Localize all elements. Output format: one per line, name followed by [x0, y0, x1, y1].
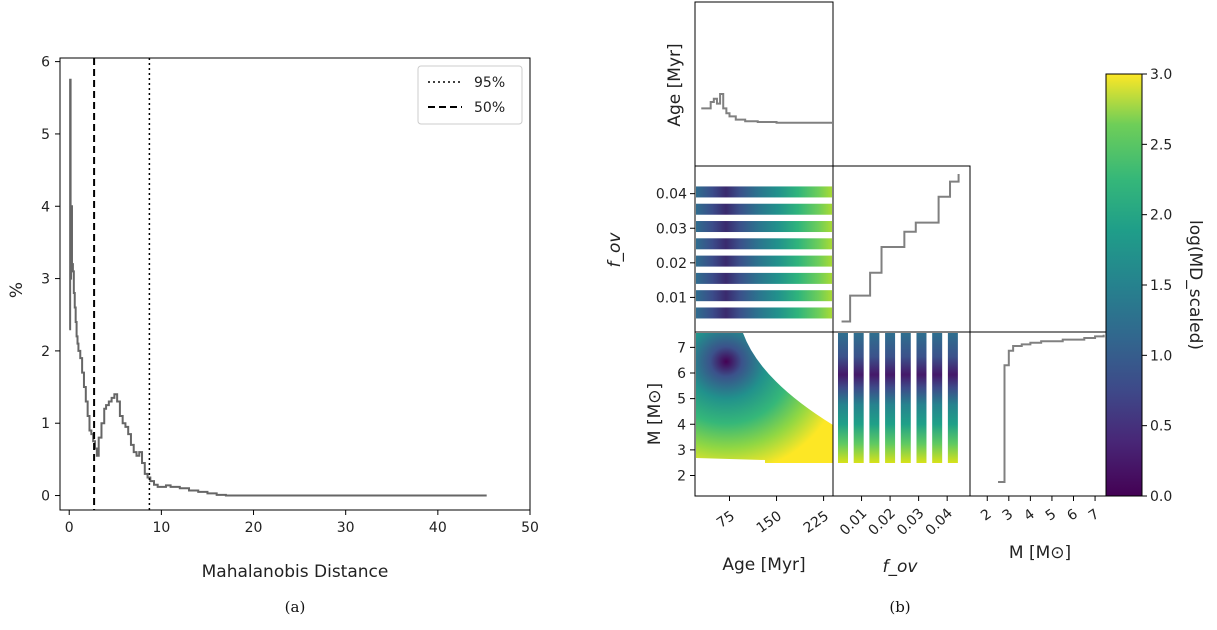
heatmap-row	[696, 203, 832, 215]
heatmap-column	[932, 333, 943, 463]
colorbar-tick-label: 0.0	[1150, 489, 1172, 505]
mass-x-tick-label: 4	[1021, 506, 1038, 524]
fov-y-tick-label: 0.02	[656, 256, 687, 272]
x-tick-label: 30	[337, 520, 355, 536]
mass-y-label: M [M⊙]	[645, 383, 665, 445]
y-tick-label: 0	[41, 489, 50, 505]
mass-y-tick-label: 2	[677, 469, 686, 485]
y-axis-label: %	[7, 282, 27, 298]
fov-y-ticks: 0.01 0.02 0.03 0.04	[656, 187, 695, 306]
age-x-ticks: 75 150 225	[714, 496, 832, 537]
x-tick-label: 0	[65, 520, 74, 536]
heatmap-column	[947, 333, 958, 463]
heatmap-column	[900, 333, 911, 463]
heatmap-row	[696, 290, 832, 302]
mass-x-tick-label: 6	[1064, 506, 1081, 524]
mass-age-heatmap	[696, 333, 833, 463]
mass-x-tick-label: 2	[978, 506, 994, 524]
y-tick-label: 6	[41, 55, 50, 71]
mass-y-tick-label: 3	[677, 443, 686, 459]
heatmap-column	[853, 333, 864, 463]
colorbar-tick-label: 0.5	[1150, 419, 1172, 435]
panel-a-plot-frame	[59, 57, 531, 511]
caption-a: (a)	[285, 598, 306, 616]
fov-y-tick-label: 0.01	[656, 290, 687, 306]
heatmap-row	[696, 238, 832, 250]
heatmap-row	[696, 221, 832, 233]
y-tick-label: 1	[41, 416, 50, 432]
colorbar-tick-label: 1.5	[1150, 278, 1172, 294]
x-tick-label: 50	[521, 520, 539, 536]
colorbar-tick-label: 1.0	[1150, 348, 1172, 364]
age-x-tick-label: 75	[714, 508, 738, 531]
age-x-label: Age [Myr]	[722, 555, 805, 575]
panel-a-y-ticks: 0 1 2 3 4 5 6	[41, 55, 60, 505]
heatmap-column	[916, 333, 927, 463]
mass-y-tick-label: 7	[677, 340, 686, 356]
x-tick-label: 40	[429, 520, 447, 536]
caption-b: (b)	[889, 598, 910, 616]
colorbar-tick-label: 2.0	[1150, 208, 1172, 224]
colorbar-label: log(MD_scaled)	[1185, 220, 1205, 350]
legend-label-50: 50%	[474, 100, 505, 116]
fov-age-heatmap	[696, 186, 832, 319]
age-x-tick-label: 150	[754, 508, 785, 536]
mass-y-tick-label: 5	[677, 392, 686, 408]
mass-marginal-hist	[998, 334, 1105, 483]
fov-marginal-frame	[832, 165, 971, 333]
mass-x-tick-label: 5	[1043, 506, 1059, 524]
heatmap-row	[696, 307, 832, 319]
panel-a: 0 10 20 30 40 50 0 1 2 3 4 5 6 Mahalanobis Distance…	[7, 55, 539, 616]
mass-y-tick-label: 6	[677, 366, 686, 382]
age-marginal-frame	[694, 1, 834, 167]
mass-y-ticks: 2 3 4 5 6 7	[677, 340, 695, 485]
colorbar-tick-label: 2.5	[1150, 137, 1172, 153]
colorbar-tick-label: 3.0	[1150, 67, 1172, 83]
heatmap-column	[837, 333, 848, 463]
fov-y-tick-label: 0.03	[656, 221, 687, 237]
fov-x-tick-label: 0.01	[837, 506, 870, 539]
x-tick-label: 20	[245, 520, 263, 536]
y-tick-label: 2	[41, 344, 50, 360]
heatmap-row	[696, 186, 832, 198]
legend-label-95: 95%	[474, 75, 505, 91]
mass-y-tick-label: 4	[677, 417, 686, 433]
age-y-label: Age [Myr]	[665, 43, 685, 126]
colorbar	[1105, 73, 1143, 497]
panel-a-x-ticks: 0 10 20 30 40 50	[65, 510, 539, 536]
fov-marginal-hist	[841, 174, 960, 323]
fov-y-label: f_ov	[605, 232, 625, 268]
fov-x-ticks: 0.010.020.030.04	[837, 496, 956, 539]
age-x-tick-label: 225	[801, 508, 832, 536]
legend: 95% 50%	[417, 65, 523, 125]
heatmap-row	[696, 272, 832, 284]
series-line	[69, 78, 487, 497]
heatmap-column	[885, 333, 896, 463]
mass-x-tick-label: 3	[1000, 506, 1016, 524]
x-tick-label: 10	[152, 520, 170, 536]
y-tick-label: 5	[41, 127, 50, 143]
fov-y-tick-label: 0.04	[656, 187, 687, 203]
age-marginal-hist	[701, 93, 833, 124]
mass-x-label: M [M⊙]	[1009, 543, 1071, 563]
fov-x-tick-label: 0.02	[866, 506, 899, 539]
mass-marginal-frame	[969, 331, 1109, 497]
y-tick-label: 3	[41, 272, 50, 288]
y-tick-label: 4	[41, 199, 50, 215]
fov-x-tick-label: 0.04	[923, 505, 956, 538]
fov-x-label: f_ov	[883, 557, 919, 577]
mass-fov-heatmap	[837, 333, 958, 463]
fov-x-tick-label: 0.03	[894, 506, 927, 539]
x-axis-label: Mahalanobis Distance	[202, 562, 389, 582]
heatmap-column	[869, 333, 880, 463]
colorbar-ticks: 0.0 0.5 1.0 1.5 2.0 2.5 3.0	[1142, 67, 1172, 505]
mass-x-tick-label: 7	[1086, 506, 1102, 524]
heatmap-row	[696, 255, 832, 267]
